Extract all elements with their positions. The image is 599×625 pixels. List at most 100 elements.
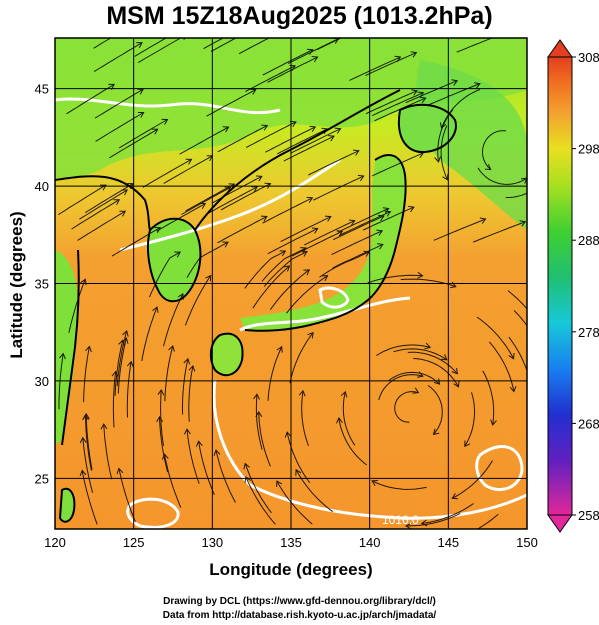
- streamline: [215, 450, 236, 503]
- streamline: [164, 454, 182, 508]
- streamline: [118, 468, 136, 523]
- streamline-arrowhead: [451, 493, 459, 500]
- streamline: [427, 385, 443, 435]
- streamline-arrowhead: [540, 351, 546, 357]
- streamline-arrowhead: [405, 522, 412, 529]
- streamline: [117, 337, 127, 394]
- streamline: [286, 432, 311, 484]
- streamline: [477, 167, 527, 185]
- streamline-arrowhead: [352, 149, 360, 156]
- streamline: [413, 358, 459, 388]
- streamline: [93, 38, 112, 49]
- streamline: [137, 38, 182, 64]
- streamline: [371, 480, 427, 490]
- streamline: [508, 336, 527, 373]
- streamline: [338, 417, 368, 466]
- streamline-arrowhead: [464, 440, 471, 448]
- streamline: [245, 65, 296, 92]
- x-tick-label: 135: [280, 535, 302, 550]
- streamline-arrowhead: [432, 428, 440, 436]
- streamline-arrowhead: [508, 352, 515, 360]
- streamline-arrowhead: [85, 345, 92, 353]
- streamline: [94, 88, 144, 119]
- streamline: [206, 89, 257, 117]
- streamline-arrowhead: [378, 214, 385, 222]
- streamline: [476, 316, 515, 360]
- streamline: [280, 216, 332, 243]
- streamline: [68, 279, 86, 333]
- streamline: [261, 247, 307, 282]
- streamline: [367, 274, 423, 284]
- x-tick-label: 140: [359, 535, 381, 550]
- streamline-arrowhead: [490, 419, 497, 426]
- streamline-arrowhead: [408, 205, 415, 213]
- streamline: [258, 411, 271, 467]
- streamline: [212, 175, 263, 204]
- streamline-arrowhead: [59, 352, 66, 360]
- x-tick-label: 130: [201, 535, 223, 550]
- streamline: [267, 228, 318, 255]
- streamline: [295, 469, 333, 513]
- streamline: [464, 392, 476, 447]
- streamline-arrowhead: [151, 128, 159, 135]
- streamline: [407, 351, 458, 375]
- map-panel: 1016.0: [55, 19, 546, 529]
- streamline-arrowhead: [295, 468, 302, 476]
- streamline-arrowhead: [113, 199, 121, 206]
- streamline: [349, 56, 401, 81]
- x-tick-label: 150: [516, 535, 538, 550]
- streamline: [291, 230, 343, 257]
- streamline-arrowhead: [126, 360, 134, 368]
- streamline-arrowhead: [161, 453, 169, 460]
- streamline-arrowhead: [136, 19, 142, 24]
- streamline-arrowhead: [222, 241, 229, 248]
- y-axis-title: Latitude (degrees): [7, 211, 26, 358]
- streamline-arrowhead: [411, 89, 418, 96]
- streamline-arrowhead: [509, 386, 517, 393]
- streamline: [142, 158, 192, 188]
- streamline: [114, 340, 124, 396]
- streamline: [217, 125, 268, 153]
- streamline: [451, 460, 493, 499]
- streamline-arrowhead: [298, 389, 306, 397]
- streamline: [276, 128, 328, 155]
- streamline: [186, 241, 229, 279]
- streamline: [81, 470, 98, 525]
- streamline: [255, 394, 263, 450]
- streamline-arrowhead: [484, 164, 492, 171]
- colorbar-min-arrow: [547, 514, 573, 533]
- streamline-arrowhead: [321, 127, 329, 134]
- streamline-arrowhead: [362, 25, 368, 30]
- streamline: [132, 38, 135, 39]
- streamline: [141, 306, 158, 361]
- streamline: [79, 189, 128, 220]
- lat-lon-grid: [55, 38, 527, 529]
- streamline: [437, 109, 454, 162]
- china-coast-land: [55, 250, 79, 445]
- streamline-arrowhead: [137, 112, 145, 118]
- streamline-arrowhead: [301, 250, 308, 257]
- streamline: [103, 424, 113, 480]
- streamline-arrowhead: [121, 337, 129, 344]
- streamline-arrowhead: [503, 30, 509, 36]
- y-tick-label: 45: [35, 82, 49, 97]
- streamline-arrowhead: [307, 331, 314, 339]
- streamline-arrowhead: [300, 247, 307, 254]
- streamline-arrowhead: [451, 367, 458, 375]
- streamline: [489, 341, 515, 392]
- streamline-arrowhead: [255, 25, 261, 30]
- streamline-arrowhead: [303, 269, 311, 276]
- streamline-arrowhead: [100, 423, 108, 430]
- streamline-arrowhead: [424, 342, 432, 350]
- streamline: [289, 332, 314, 384]
- streamline: [388, 371, 440, 385]
- streamline: [433, 218, 486, 241]
- streamline-arrowhead: [243, 462, 250, 470]
- streamline: [365, 52, 417, 77]
- streamline: [473, 221, 526, 243]
- streamline: [440, 125, 448, 181]
- coastlines: [55, 89, 457, 523]
- streamline-arrowhead: [321, 275, 329, 282]
- streamline-arrowhead: [419, 96, 427, 103]
